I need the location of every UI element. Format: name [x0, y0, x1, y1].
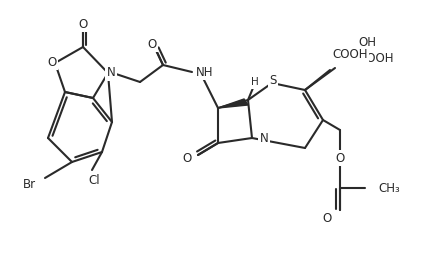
Text: COOH: COOH	[358, 52, 393, 65]
Text: O: O	[335, 152, 345, 165]
Text: O: O	[323, 212, 332, 224]
Text: O: O	[78, 17, 88, 30]
Text: O: O	[183, 152, 192, 165]
Text: CH₃: CH₃	[378, 181, 400, 194]
Text: N: N	[260, 132, 269, 145]
Text: O: O	[47, 55, 57, 68]
Text: Br: Br	[23, 178, 36, 191]
Text: Cl: Cl	[88, 173, 100, 186]
Text: N: N	[107, 66, 115, 79]
Text: O: O	[148, 37, 157, 50]
Text: NH: NH	[196, 65, 214, 78]
Polygon shape	[218, 99, 248, 108]
Text: OH: OH	[358, 35, 376, 48]
Text: H: H	[251, 77, 259, 87]
Text: COOH: COOH	[332, 48, 368, 61]
Text: S: S	[269, 75, 277, 88]
